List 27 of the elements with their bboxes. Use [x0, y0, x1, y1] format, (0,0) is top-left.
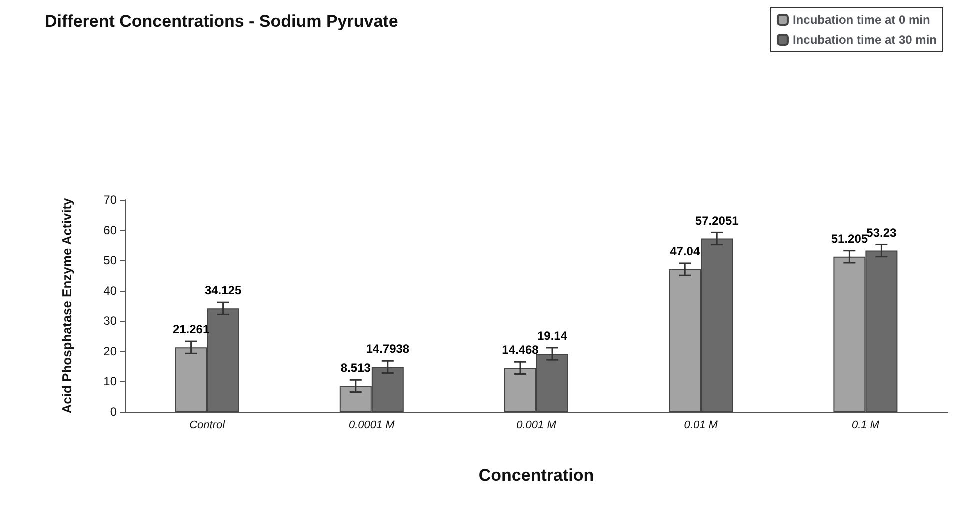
legend-label: Incubation time at 0 min — [792, 13, 930, 27]
y-tick-label: 20 — [104, 344, 118, 358]
data-label: 8.513 — [340, 361, 372, 376]
data-label: 14.7938 — [366, 342, 410, 356]
chart-title: Different Concentrations - Sodium Pyruvate — [45, 12, 398, 31]
y-tick-label: 60 — [104, 223, 118, 238]
data-label: 14.468 — [502, 343, 540, 358]
x-tick-label: 0.001 M — [516, 420, 558, 432]
data-label: 47.04 — [670, 244, 700, 259]
legend-label: Incubation time at 30 min — [792, 33, 938, 47]
y-tick-label: 30 — [104, 314, 118, 328]
y-axis-title: Acid Phosphatase Enzyme Activity — [60, 197, 74, 414]
data-label: 34.125 — [204, 284, 242, 298]
data-label: 57.2051 — [695, 214, 740, 228]
y-tick-label: 0 — [110, 405, 118, 419]
x-axis-title: Concentration — [478, 466, 594, 485]
x-tick-label: Control — [190, 420, 226, 432]
x-tick-label: 0.0001 M — [348, 420, 396, 432]
data-label: 51.205 — [831, 232, 868, 246]
x-tick-label: 0.01 M — [684, 420, 719, 432]
y-tick-label: 40 — [104, 284, 118, 298]
y-tick-label: 50 — [104, 254, 118, 268]
y-tick-label: 10 — [104, 374, 118, 389]
data-label: 19.14 — [537, 329, 568, 344]
y-tick-label: 70 — [104, 193, 118, 207]
data-label: 53.23 — [866, 226, 898, 240]
x-tick-label: 0.1 M — [852, 420, 880, 432]
